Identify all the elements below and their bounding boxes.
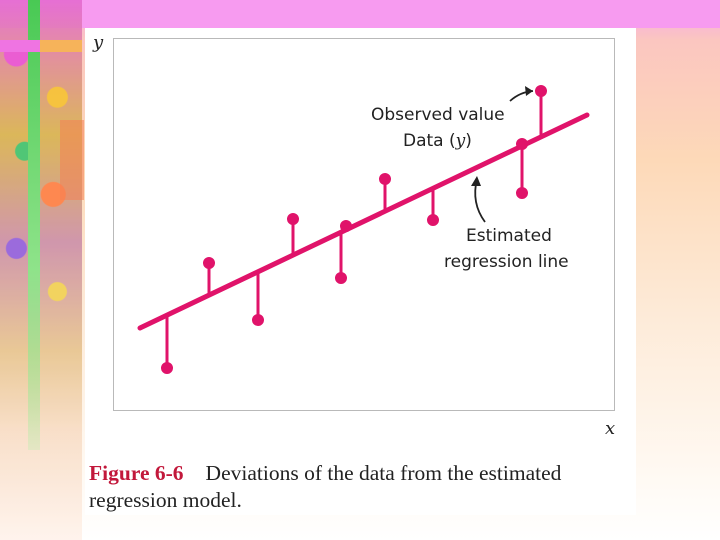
data-point bbox=[161, 362, 173, 374]
decorative-bar bbox=[28, 0, 40, 450]
data-point bbox=[287, 213, 299, 225]
regression-line bbox=[137, 112, 590, 331]
data-point bbox=[335, 272, 347, 284]
regression-diagram: y x bbox=[92, 32, 615, 439]
slide-content: y x bbox=[85, 28, 636, 515]
figure-caption: Figure 6-6 Deviations of the data from th… bbox=[89, 460, 629, 514]
data-point bbox=[516, 187, 528, 199]
figure-number: Figure 6-6 bbox=[89, 461, 184, 485]
arrowhead-icon bbox=[525, 86, 533, 96]
estimated-label: Estimated bbox=[466, 226, 552, 246]
caption-text: Deviations of the data from the estimate… bbox=[89, 461, 562, 512]
arrowhead-icon bbox=[471, 176, 481, 186]
observed-data-label: Data (y) bbox=[403, 131, 472, 151]
decorative-bar bbox=[60, 120, 84, 200]
decorative-bar bbox=[40, 40, 82, 52]
data-point bbox=[203, 257, 215, 269]
top-decorative-strip bbox=[0, 0, 720, 28]
data-point bbox=[379, 173, 391, 185]
plot-frame bbox=[113, 38, 615, 411]
y-axis-label: y bbox=[92, 32, 104, 53]
data-point bbox=[535, 85, 547, 97]
data-point bbox=[340, 220, 352, 232]
observed-value-label: Observed value bbox=[371, 105, 505, 125]
x-axis-label: x bbox=[605, 418, 615, 439]
regression-line-label: regression line bbox=[444, 252, 569, 272]
data-point bbox=[427, 214, 439, 226]
left-decorative-panel bbox=[0, 0, 82, 540]
data-point bbox=[252, 314, 264, 326]
